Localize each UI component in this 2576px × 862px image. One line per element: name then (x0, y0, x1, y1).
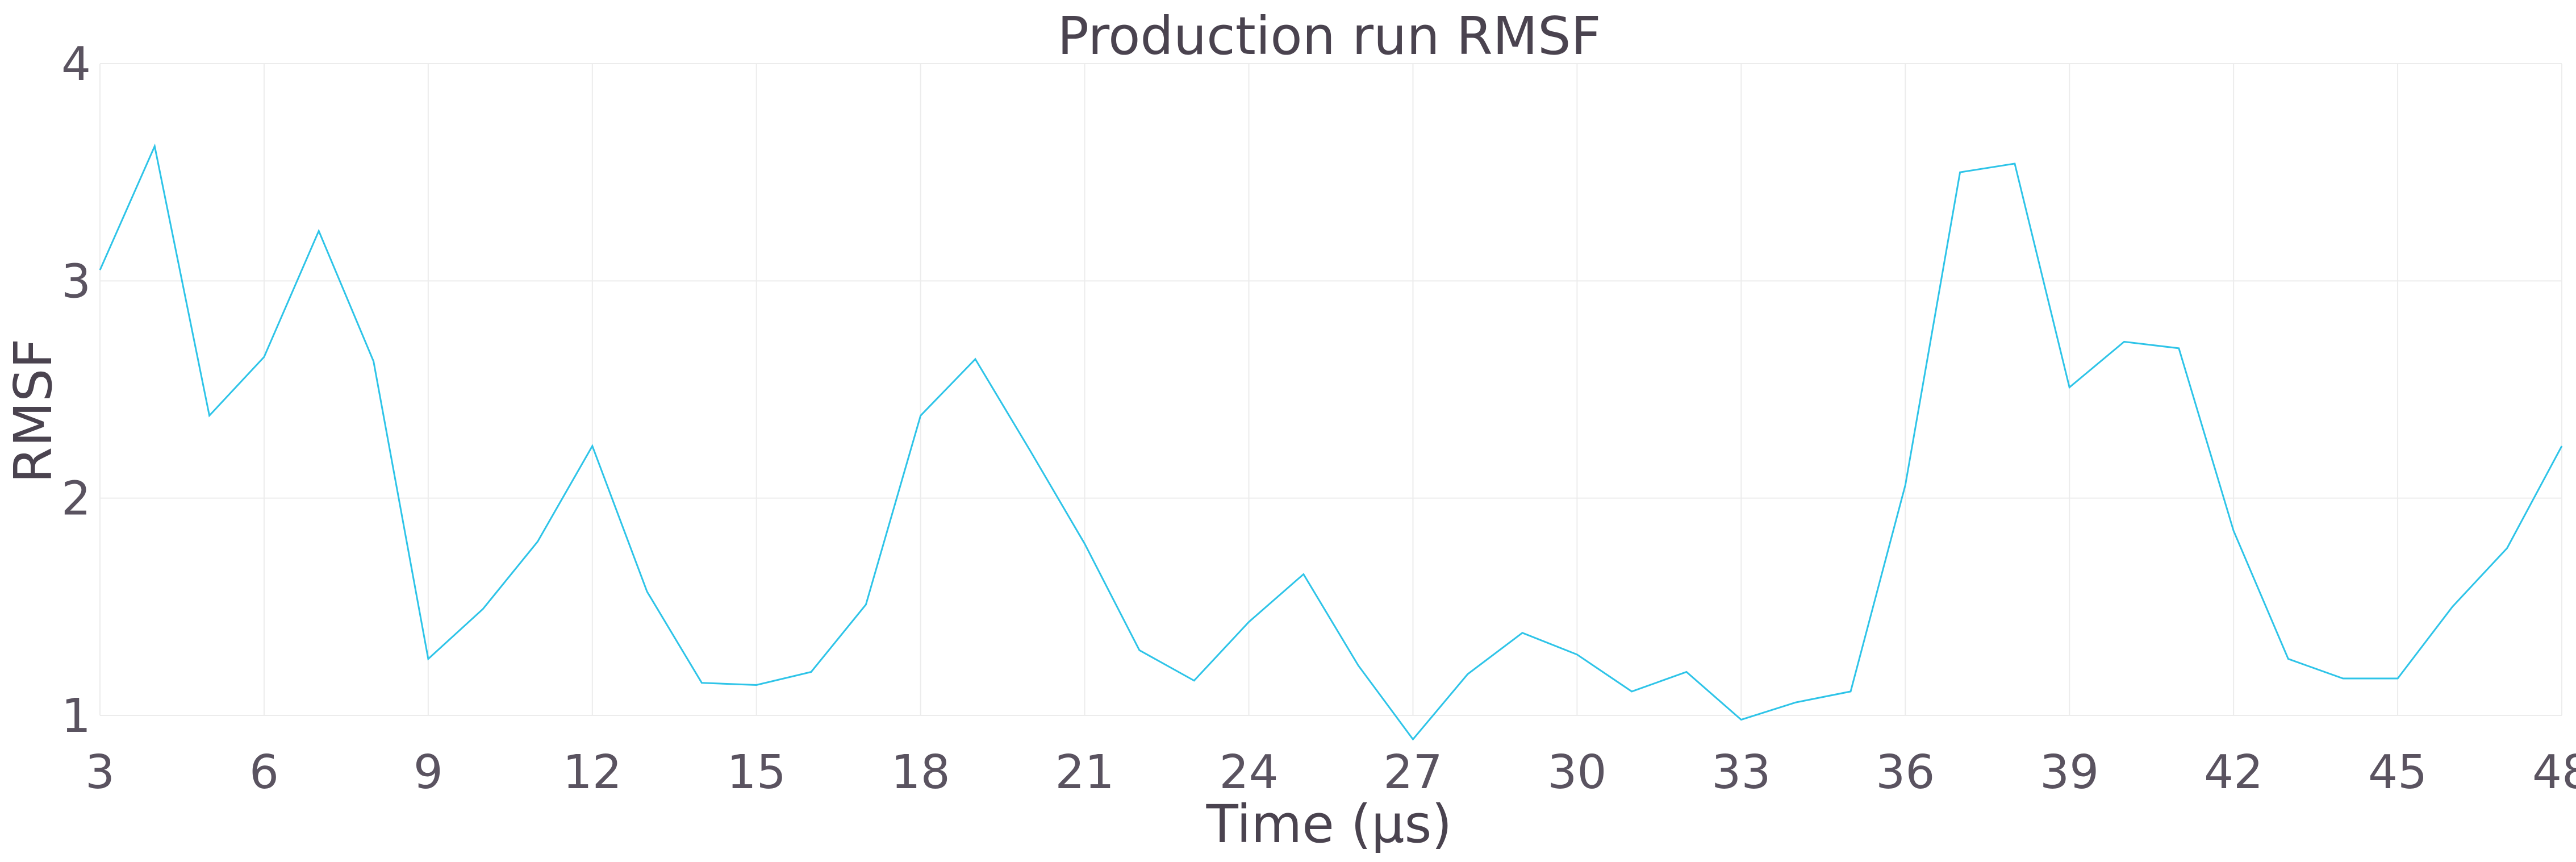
x-tick-label: 9 (414, 746, 443, 799)
y-tick-label: 3 (61, 255, 91, 309)
x-tick-label: 24 (1219, 746, 1278, 799)
x-axis-ticks: 36912151821242730333639424548 (85, 746, 2576, 799)
series-layer (99, 143, 2563, 741)
y-axis-title: RMSF (3, 339, 64, 484)
y-tick-label: 1 (61, 689, 91, 743)
grid-lines (99, 63, 2562, 716)
x-tick-label: 27 (1383, 746, 1442, 799)
x-tick-label: 3 (85, 746, 115, 799)
x-axis-title: Time (µs) (1206, 794, 1452, 855)
x-tick-label: 6 (249, 746, 279, 799)
x-tick-label: 42 (2204, 746, 2263, 799)
x-tick-label: 36 (1876, 746, 1935, 799)
series-line (99, 143, 2563, 741)
y-tick-label: 2 (61, 472, 91, 526)
x-tick-label: 15 (727, 746, 786, 799)
chart-title: Production run RMSF (1057, 6, 1601, 66)
x-tick-label: 18 (891, 746, 950, 799)
x-tick-label: 48 (2532, 746, 2576, 799)
x-tick-label: 39 (2040, 746, 2099, 799)
y-tick-label: 4 (61, 38, 91, 91)
x-tick-label: 12 (563, 746, 622, 799)
x-tick-label: 30 (1547, 746, 1606, 799)
x-tick-label: 21 (1055, 746, 1114, 799)
x-tick-label: 33 (1711, 746, 1771, 799)
y-axis-ticks: 1 2 3 4 (61, 38, 91, 743)
x-tick-label: 45 (2368, 746, 2427, 799)
